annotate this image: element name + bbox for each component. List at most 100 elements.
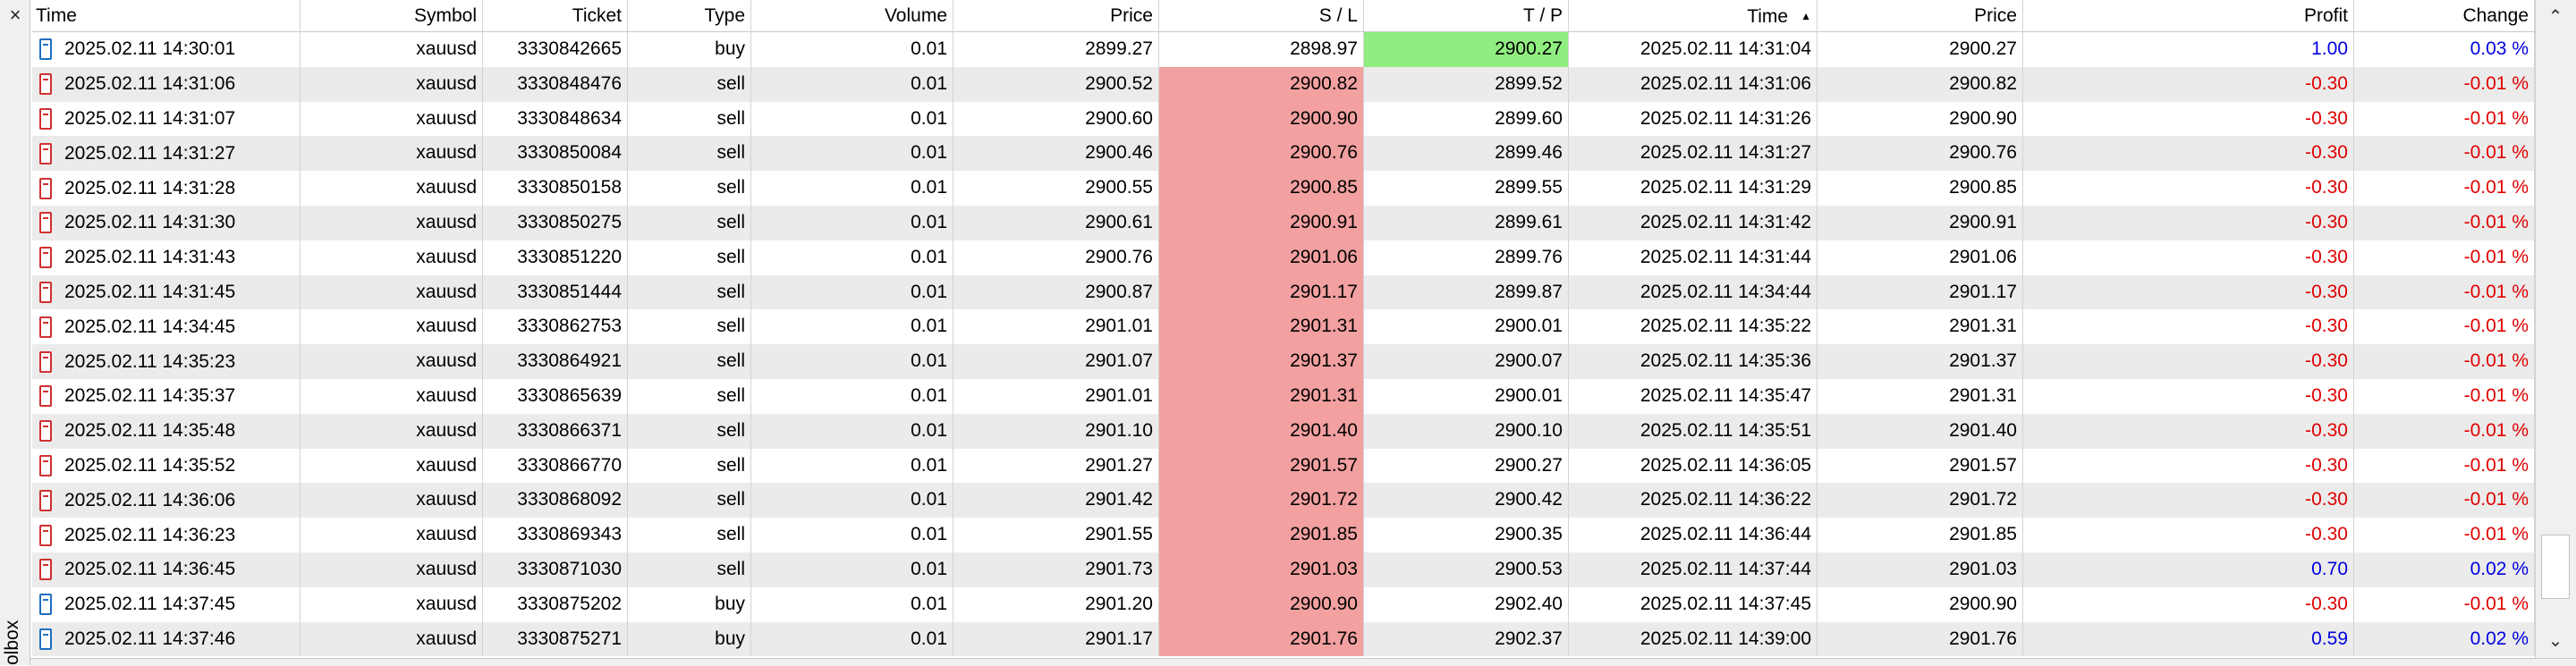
cell-close-price: 2900.76 xyxy=(1818,136,2023,172)
cell-close-price: 2901.85 xyxy=(1818,518,2023,552)
cell-profit: -0.30 xyxy=(2023,448,2354,484)
cell-tp: 2900.35 xyxy=(1364,518,1569,552)
table-row[interactable]: 2025.02.11 14:37:45 xauusd 3330875202 buy 0.… xyxy=(32,586,2535,622)
order-document-icon xyxy=(39,385,52,408)
col-header-close-price[interactable]: Price xyxy=(1818,0,2023,31)
cell-ticket: 3330866371 xyxy=(483,413,628,449)
cell-change: -0.01 % xyxy=(2354,136,2535,172)
cell-change: -0.01 % xyxy=(2354,378,2535,414)
cell-ticket: 3330842665 xyxy=(483,32,628,67)
cell-price: 2901.01 xyxy=(953,378,1159,414)
cell-change: -0.01 % xyxy=(2354,171,2535,206)
col-header-volume[interactable]: Volume xyxy=(751,0,953,31)
cell-close-price: 2900.90 xyxy=(1818,101,2023,137)
close-icon[interactable]: × xyxy=(9,4,21,26)
table-row[interactable]: 2025.02.11 14:31:30 xauusd 3330850275 sell 0… xyxy=(32,205,2535,240)
cell-symbol: xauusd xyxy=(301,621,483,657)
cell-profit: -0.30 xyxy=(2023,344,2354,379)
table-row[interactable]: 2025.02.11 14:37:46 xauusd 3330875271 buy 0.… xyxy=(32,621,2535,657)
cell-profit: -0.30 xyxy=(2023,483,2354,518)
table-row[interactable]: 2025.02.11 14:31:06 xauusd 3330848476 sell 0… xyxy=(32,66,2535,102)
cell-symbol: xauusd xyxy=(301,344,483,379)
cell-time-text: 2025.02.11 14:31:06 xyxy=(64,73,236,95)
table-row[interactable]: 2025.02.11 14:35:37 xauusd 3330865639 sell 0… xyxy=(32,378,2535,414)
cell-close-price: 2901.37 xyxy=(1818,344,2023,379)
table-row[interactable]: 2025.02.11 14:35:23 xauusd 3330864921 sell 0… xyxy=(32,344,2535,379)
cell-profit: -0.30 xyxy=(2023,586,2354,622)
table-row[interactable]: 2025.02.11 14:36:23 xauusd 3330869343 sell 0… xyxy=(32,518,2535,552)
table-row[interactable]: 2025.02.11 14:31:28 xauusd 3330850158 sell 0… xyxy=(32,171,2535,206)
cell-symbol: xauusd xyxy=(301,518,483,552)
col-header-sl[interactable]: S / L xyxy=(1159,0,1364,31)
col-header-price[interactable]: Price xyxy=(953,0,1159,31)
table-row[interactable]: 2025.02.11 14:30:01 xauusd 3330842665 buy 0.… xyxy=(32,32,2535,67)
table-header: Time Symbol Ticket Type Volume Price S /… xyxy=(32,0,2535,32)
col-header-ticket[interactable]: Ticket xyxy=(483,0,628,31)
cell-time-text: 2025.02.11 14:35:37 xyxy=(64,385,236,407)
cell-close-time: 2025.02.11 14:35:47 xyxy=(1569,378,1818,414)
table-row[interactable]: 2025.02.11 14:34:45 xauusd 3330862753 sell 0… xyxy=(32,309,2535,345)
col-header-close-time[interactable]: Time ▲ xyxy=(1569,0,1818,31)
col-header-change[interactable]: Change xyxy=(2354,0,2535,31)
table-row[interactable]: 2025.02.11 14:36:45 xauusd 3330871030 sell 0… xyxy=(32,552,2535,587)
cell-type: sell xyxy=(628,274,751,310)
order-document-icon xyxy=(39,142,52,164)
cell-time-text: 2025.02.11 14:37:45 xyxy=(64,594,236,615)
cell-close-price: 2901.40 xyxy=(1818,413,2023,449)
cell-time-text: 2025.02.11 14:35:23 xyxy=(64,350,236,372)
cell-change: -0.01 % xyxy=(2354,101,2535,137)
cell-close-time: 2025.02.11 14:31:04 xyxy=(1569,32,1818,67)
cell-symbol: xauusd xyxy=(301,205,483,240)
scroll-up-icon[interactable]: ⌃ xyxy=(2547,7,2563,27)
table-row[interactable]: 2025.02.11 14:31:27 xauusd 3330850084 sell 0… xyxy=(32,136,2535,172)
table-row[interactable]: 2025.02.11 14:35:52 xauusd 3330866770 sell 0… xyxy=(32,448,2535,484)
cell-sl: 2900.91 xyxy=(1159,205,1364,240)
cell-tp: 2900.42 xyxy=(1364,483,1569,518)
col-header-time[interactable]: Time xyxy=(32,0,301,31)
toolbox-label[interactable]: olbox xyxy=(2,620,22,665)
cell-type: sell xyxy=(628,378,751,414)
table-row[interactable]: 2025.02.11 14:31:07 xauusd 3330848634 sell 0… xyxy=(32,101,2535,137)
cell-ticket: 3330865639 xyxy=(483,378,628,414)
order-document-icon xyxy=(39,420,52,443)
table-row[interactable]: 2025.02.11 14:31:43 xauusd 3330851220 sell 0… xyxy=(32,240,2535,275)
cell-time-text: 2025.02.11 14:36:23 xyxy=(64,524,236,545)
table-row[interactable]: 2025.02.11 14:35:48 xauusd 3330866371 sell 0… xyxy=(32,413,2535,449)
cell-time: 2025.02.11 14:35:23 xyxy=(32,344,301,379)
cell-price: 2900.61 xyxy=(953,205,1159,240)
cell-sl: 2901.72 xyxy=(1159,483,1364,518)
cell-profit: 1.00 xyxy=(2023,32,2354,67)
order-document-icon xyxy=(39,212,52,234)
cell-change: 0.02 % xyxy=(2354,552,2535,587)
cell-volume: 0.01 xyxy=(751,136,953,172)
col-header-type[interactable]: Type xyxy=(628,0,751,31)
cell-symbol: xauusd xyxy=(301,32,483,67)
cell-ticket: 3330848634 xyxy=(483,101,628,137)
cell-time-text: 2025.02.11 14:31:45 xyxy=(64,281,236,302)
cell-close-time: 2025.02.11 14:31:27 xyxy=(1569,136,1818,172)
cell-sl: 2900.82 xyxy=(1159,66,1364,102)
cell-close-price: 2901.31 xyxy=(1818,309,2023,345)
cell-close-time: 2025.02.11 14:35:51 xyxy=(1569,413,1818,449)
cell-ticket: 3330864921 xyxy=(483,344,628,379)
cell-tp: 2902.37 xyxy=(1364,621,1569,657)
cell-type: sell xyxy=(628,448,751,484)
col-header-symbol[interactable]: Symbol xyxy=(301,0,483,31)
cell-time: 2025.02.11 14:36:45 xyxy=(32,552,301,587)
cell-close-time: 2025.02.11 14:31:42 xyxy=(1569,205,1818,240)
col-header-tp[interactable]: T / P xyxy=(1364,0,1569,31)
cell-volume: 0.01 xyxy=(751,483,953,518)
col-header-profit[interactable]: Profit xyxy=(2023,0,2354,31)
cell-volume: 0.01 xyxy=(751,171,953,206)
scroll-thumb[interactable] xyxy=(2541,535,2570,599)
cell-sl: 2901.06 xyxy=(1159,240,1364,275)
table-row[interactable]: 2025.02.11 14:36:06 xauusd 3330868092 sell 0… xyxy=(32,483,2535,518)
table-row[interactable]: 2025.02.11 14:31:45 xauusd 3330851444 sell 0… xyxy=(32,274,2535,310)
cell-profit: 0.59 xyxy=(2023,621,2354,657)
cell-profit: -0.30 xyxy=(2023,205,2354,240)
vertical-scrollbar[interactable]: ⌃ ⌄ xyxy=(2535,0,2576,658)
scroll-down-icon[interactable]: ⌄ xyxy=(2547,631,2563,651)
cell-type: buy xyxy=(628,586,751,622)
cell-change: -0.01 % xyxy=(2354,274,2535,310)
cell-sl: 2901.31 xyxy=(1159,309,1364,345)
